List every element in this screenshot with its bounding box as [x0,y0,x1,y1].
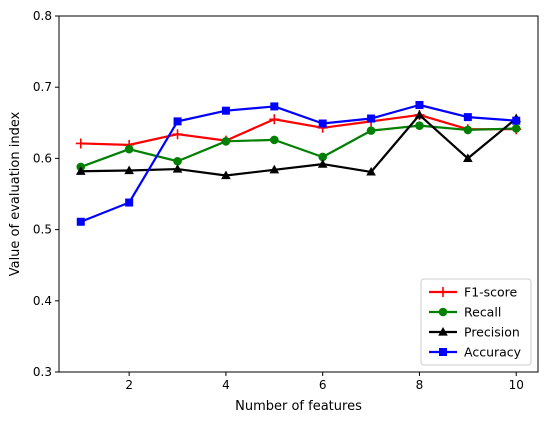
data-point-recall-5 [270,135,279,145]
data-point-accuracy-7 [367,114,376,123]
legend-label-f1-score: F1-score [464,285,518,300]
data-point-recall-6 [318,152,327,162]
x-tick-label-4: 4 [222,378,230,392]
data-point-accuracy-10 [512,116,521,125]
data-point-precision-4 [221,170,231,180]
data-point-accuracy-8 [415,101,424,109]
data-point-accuracy-6 [318,119,327,128]
legend-label-recall: Recall [464,305,501,320]
y-axis-label: Value of evaluation index [8,111,23,276]
plot-layer [75,101,522,226]
data-point-accuracy-9 [463,113,472,122]
data-point-accuracy-4 [221,106,230,115]
data-point-recall-8 [415,121,424,130]
axes-layer: 2 4 6 8 10 0.3 0.4 0.5 0.6 0.7 0.8 [33,9,539,392]
legend: F1-score Recall Precision Accuracy [420,278,532,366]
y-tick-label-0.3: 0.3 [33,365,52,379]
x-tick-label-2: 2 [125,378,133,392]
data-point-recall-2 [124,144,134,154]
data-point-precision-1 [75,166,86,175]
series-line-precision [80,113,517,177]
data-point-recall-7 [366,126,376,135]
y-tick-label-0.5: 0.5 [33,223,52,237]
x-axis-label: Number of features [235,399,362,414]
legend-marker-recall [438,307,448,317]
legend-label-precision: Precision [464,325,520,340]
legend-marker-f1-score [438,287,448,297]
data-point-recall-4 [221,137,231,146]
y-tick-label-0.7: 0.7 [33,80,52,94]
data-point-f1-score-5 [269,114,280,125]
data-point-recall-9 [463,125,473,135]
series-line-f1-score [80,113,517,146]
data-point-recall-10 [511,124,521,133]
data-point-accuracy-5 [270,102,279,111]
plot-frame [58,15,539,373]
series-line-recall [80,124,517,168]
y-tick-label-0.4: 0.4 [33,294,52,308]
data-point-precision-3 [172,164,183,173]
data-point-accuracy-3 [173,117,182,126]
legend-box [420,278,532,366]
data-point-f1-score-3 [172,129,183,140]
x-tick-label-10: 10 [509,378,524,392]
data-point-precision-9 [463,153,473,162]
data-point-precision-8 [414,109,425,119]
data-point-f1-score-1 [75,138,86,149]
legend-marker-accuracy [439,348,447,356]
series-line-accuracy [80,103,517,223]
data-point-precision-2 [124,165,134,175]
data-point-recall-3 [173,156,182,166]
legend-marker-precision [438,327,448,336]
x-tick-label-8: 8 [416,378,424,392]
data-point-precision-7 [366,166,376,176]
data-point-precision-6 [317,159,328,168]
y-tick-label-0.6: 0.6 [33,151,52,165]
x-tick-label-6: 6 [319,378,327,392]
data-point-accuracy-2 [125,198,134,207]
y-tick-label-0.8: 0.8 [33,9,52,23]
data-point-accuracy-1 [76,217,85,226]
data-point-precision-5 [269,164,280,174]
legend-label-accuracy: Accuracy [464,345,522,360]
